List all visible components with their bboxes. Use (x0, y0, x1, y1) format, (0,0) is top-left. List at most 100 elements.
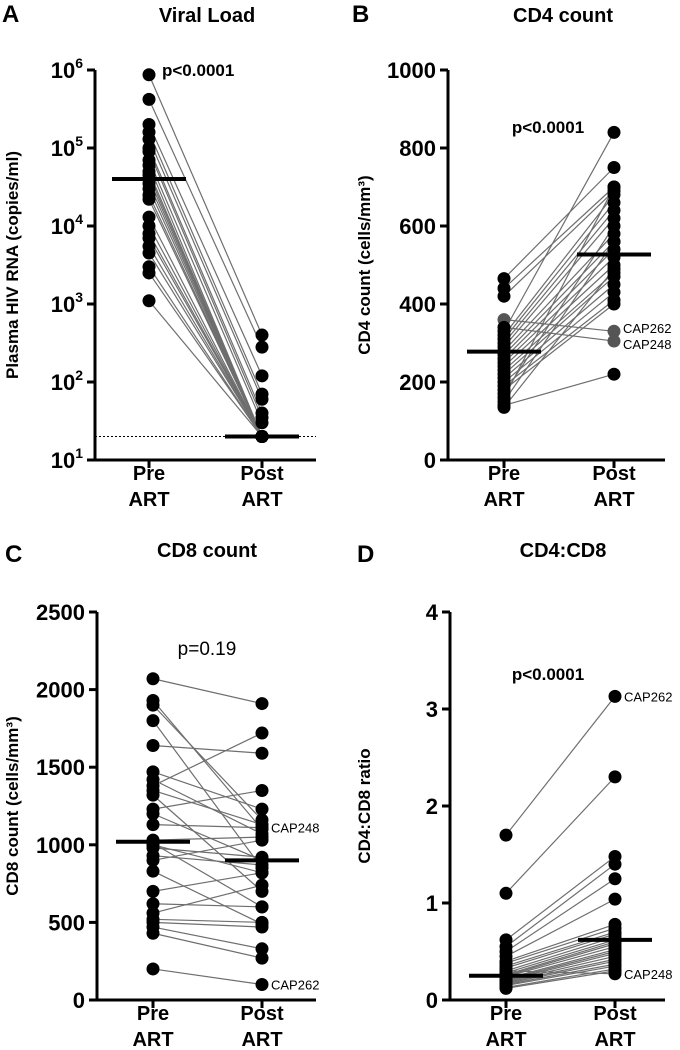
tick-exponent: 2 (75, 367, 83, 383)
panel-title: Viral Load (159, 5, 255, 27)
x-tick-label: Pre (133, 463, 165, 485)
tick-base: 10 (51, 214, 75, 239)
sample-annotation: CAP248 (623, 337, 671, 352)
pair-line (148, 151, 263, 418)
pair-line (152, 779, 263, 835)
pre-art-point (142, 192, 156, 206)
post-art-point (255, 833, 269, 847)
x-tick-label: ART (241, 489, 282, 511)
x-tick-label: Post (592, 463, 636, 485)
pre-art-point (146, 818, 160, 832)
y-tick-label: 106 (51, 55, 83, 83)
pre-art-point (142, 92, 156, 106)
post-art-point (608, 689, 622, 703)
pre-art-point (146, 788, 160, 802)
pre-art-point (146, 714, 160, 728)
y-tick-label: 1500 (36, 755, 85, 780)
post-art-point (255, 369, 269, 383)
pair-line (152, 678, 263, 705)
pair-line (152, 824, 263, 829)
pair-line (152, 720, 263, 869)
y-axis-label: CD4:CD8 ratio (355, 748, 374, 863)
pair-line (505, 927, 616, 964)
y-tick-label: 500 (48, 910, 85, 935)
post-art-point (608, 872, 622, 886)
y-tick-label: 0 (424, 448, 436, 473)
pair-line (505, 863, 616, 948)
post-art-point (255, 878, 269, 892)
post-art-point (255, 920, 269, 934)
y-tick-label: 400 (399, 292, 436, 317)
post-art-point (255, 392, 269, 406)
pair-line (503, 210, 615, 344)
x-tick-label: Pre (490, 1003, 522, 1025)
post-art-point (255, 821, 269, 835)
post-art-point (255, 802, 269, 816)
pair-line (152, 921, 263, 928)
post-art-point (255, 942, 269, 956)
x-tick-label: ART (241, 1029, 282, 1050)
y-axis-label: CD4 count (cells/mm³) (355, 175, 374, 354)
x-tick-label: ART (128, 489, 169, 511)
x-tick-label: Pre (488, 463, 520, 485)
post-art-point (607, 334, 621, 348)
pair-line (503, 241, 615, 402)
pair-line (148, 272, 263, 437)
post-art-point (255, 951, 269, 965)
y-tick-label: 101 (51, 445, 83, 473)
pair-line (148, 159, 263, 424)
sample-annotation: CAP262 (624, 689, 672, 704)
panel-letter: D (357, 541, 374, 568)
pair-line (152, 813, 263, 861)
pair-line (148, 99, 263, 348)
y-tick-label: 1 (426, 891, 438, 916)
pair-line (148, 225, 263, 437)
pair-line (148, 199, 263, 437)
tick-exponent: 1 (75, 445, 83, 461)
pair-line (505, 943, 616, 977)
pair-line (505, 963, 616, 986)
pre-art-point (146, 853, 160, 867)
sample-annotation: CAP248 (271, 821, 319, 836)
post-art-point (608, 857, 622, 871)
panel-title: CD4 count (513, 5, 613, 27)
p-value-label: p<0.0001 (162, 61, 234, 80)
pair-line (152, 968, 263, 986)
pair-line (503, 190, 615, 297)
y-tick-label: 0 (426, 988, 438, 1013)
x-tick-label: Post (240, 1003, 284, 1025)
pre-art-point (499, 828, 513, 842)
panel-title: CD4:CD8 (520, 540, 607, 562)
pair-line (148, 138, 263, 400)
y-tick-label: 600 (399, 214, 436, 239)
post-art-point (255, 866, 269, 880)
tick-exponent: 5 (75, 133, 83, 149)
y-tick-label: 105 (51, 133, 83, 161)
x-tick-label: ART (594, 1029, 635, 1050)
pair-line (503, 326, 615, 342)
sample-annotation: CAP248 (624, 967, 672, 982)
y-axis-label: Plasma HIV RNA (copies/ml) (3, 151, 22, 379)
pair-line (152, 872, 263, 892)
pair-line (503, 194, 615, 336)
pair-line (503, 241, 615, 356)
pair-line (152, 884, 263, 914)
y-tick-label: 102 (51, 367, 83, 395)
panel-c: C CD8 count CD8 count (cells/mm³) 0 500 1000 1… (3, 540, 319, 1050)
pair-line (505, 946, 616, 978)
p-value-label: p<0.0001 (512, 118, 584, 137)
y-tick-label: 2 (426, 794, 438, 819)
pair-line (503, 268, 615, 408)
post-art-point (255, 783, 269, 797)
pair-line (152, 847, 263, 858)
tick-base: 10 (51, 448, 75, 473)
tick-base: 10 (51, 136, 75, 161)
pre-art-point (142, 210, 156, 224)
pair-line (503, 132, 615, 332)
x-tick-label: Post (593, 1003, 637, 1025)
pre-art-point (146, 884, 160, 898)
y-tick-label: 800 (399, 136, 436, 161)
pre-art-point (497, 400, 511, 414)
post-art-point (255, 977, 269, 991)
